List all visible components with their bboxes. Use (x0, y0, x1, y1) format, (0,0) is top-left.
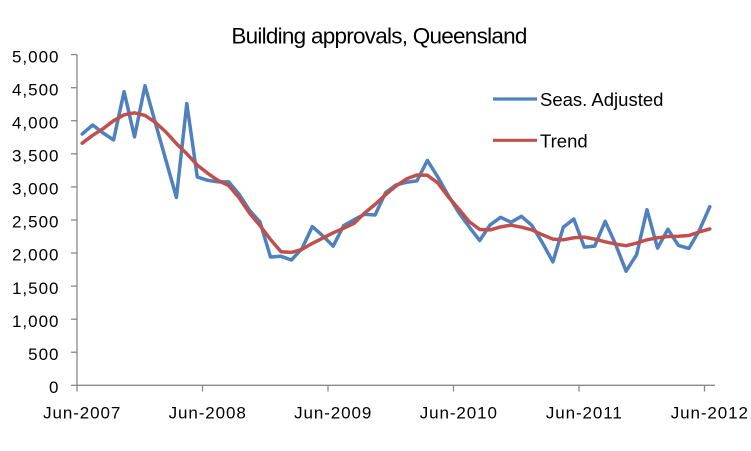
svg-text:0: 0 (49, 378, 59, 397)
svg-text:Jun-2008: Jun-2008 (169, 403, 247, 422)
svg-text:Seas. Adjusted: Seas. Adjusted (540, 89, 663, 110)
svg-text:Building approvals, Queensland: Building approvals, Queensland (231, 24, 526, 49)
svg-text:3,500: 3,500 (12, 147, 60, 166)
svg-text:3,000: 3,000 (12, 180, 60, 199)
svg-text:Trend: Trend (540, 130, 588, 151)
svg-text:2,000: 2,000 (12, 246, 60, 265)
svg-text:1,500: 1,500 (12, 279, 60, 298)
svg-text:1,000: 1,000 (12, 312, 60, 331)
svg-text:5,000: 5,000 (12, 47, 60, 66)
svg-text:4,500: 4,500 (12, 80, 60, 99)
svg-text:Jun-2011: Jun-2011 (546, 403, 623, 422)
svg-text:4,000: 4,000 (12, 113, 60, 132)
svg-text:2,500: 2,500 (12, 213, 60, 232)
svg-text:Jun-2007: Jun-2007 (43, 403, 121, 422)
svg-text:Jun-2009: Jun-2009 (294, 403, 372, 422)
svg-text:Jun-2012: Jun-2012 (671, 403, 749, 422)
svg-text:Jun-2010: Jun-2010 (420, 403, 498, 422)
svg-text:500: 500 (28, 345, 59, 364)
